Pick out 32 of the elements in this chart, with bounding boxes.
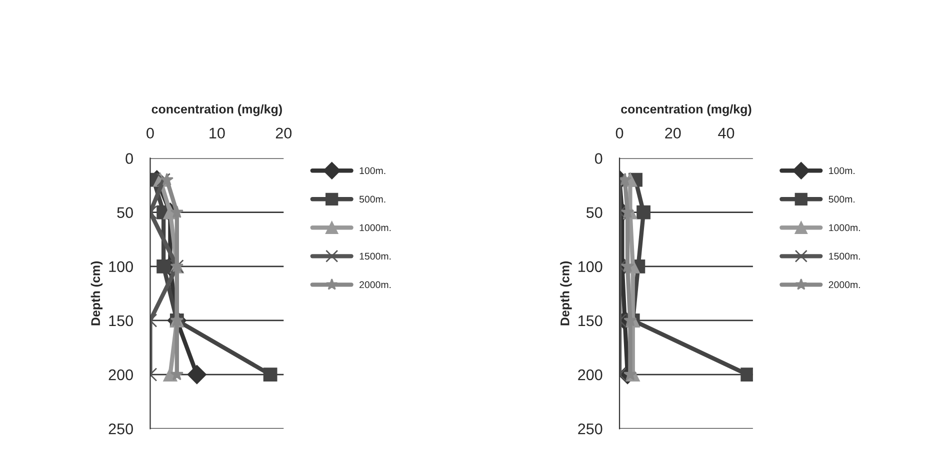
x-tick-label: 40 bbox=[718, 128, 734, 139]
legend-label: 500m. bbox=[828, 196, 854, 203]
y-tick-label: 100 bbox=[109, 261, 133, 272]
legend-label: 1500m. bbox=[829, 252, 860, 260]
y-tick-label: 150 bbox=[109, 315, 133, 326]
y-tick-label: 0 bbox=[126, 153, 133, 164]
y-tick-label: 200 bbox=[578, 369, 602, 380]
y-tick-label: 0 bbox=[594, 153, 602, 164]
legend-label: 1000m. bbox=[360, 224, 391, 232]
y-axis-title: Depth (cm) bbox=[90, 261, 103, 326]
legend-label: 100m. bbox=[829, 167, 854, 174]
y-tick-label: 100 bbox=[578, 261, 602, 272]
y-tick-label: 150 bbox=[578, 315, 602, 326]
legend-label: 1500m. bbox=[360, 252, 391, 260]
y-tick-label: 50 bbox=[117, 207, 133, 218]
legend-label: 500m. bbox=[359, 196, 386, 203]
y-axis-title: Depth (cm) bbox=[560, 261, 572, 326]
legend-label: 2000m. bbox=[828, 281, 860, 288]
x-axis-title: concentration (mg/kg) bbox=[152, 104, 282, 116]
legend-label: 1000m. bbox=[829, 224, 860, 232]
x-axis-title: concentration (mg/kg) bbox=[621, 104, 752, 116]
legend-label: 2000m. bbox=[360, 281, 391, 288]
legend-label: 100m. bbox=[360, 167, 386, 174]
x-tick-label: 10 bbox=[210, 128, 225, 139]
y-tick-label: 50 bbox=[586, 207, 602, 218]
x-tick-label: 20 bbox=[665, 128, 681, 139]
x-tick-label: 20 bbox=[276, 128, 292, 139]
x-tick-label: 0 bbox=[146, 128, 154, 139]
y-tick-label: 250 bbox=[108, 424, 133, 434]
y-tick-label: 200 bbox=[108, 369, 133, 380]
y-tick-label: 250 bbox=[578, 424, 602, 434]
x-tick-label: 0 bbox=[616, 128, 624, 139]
